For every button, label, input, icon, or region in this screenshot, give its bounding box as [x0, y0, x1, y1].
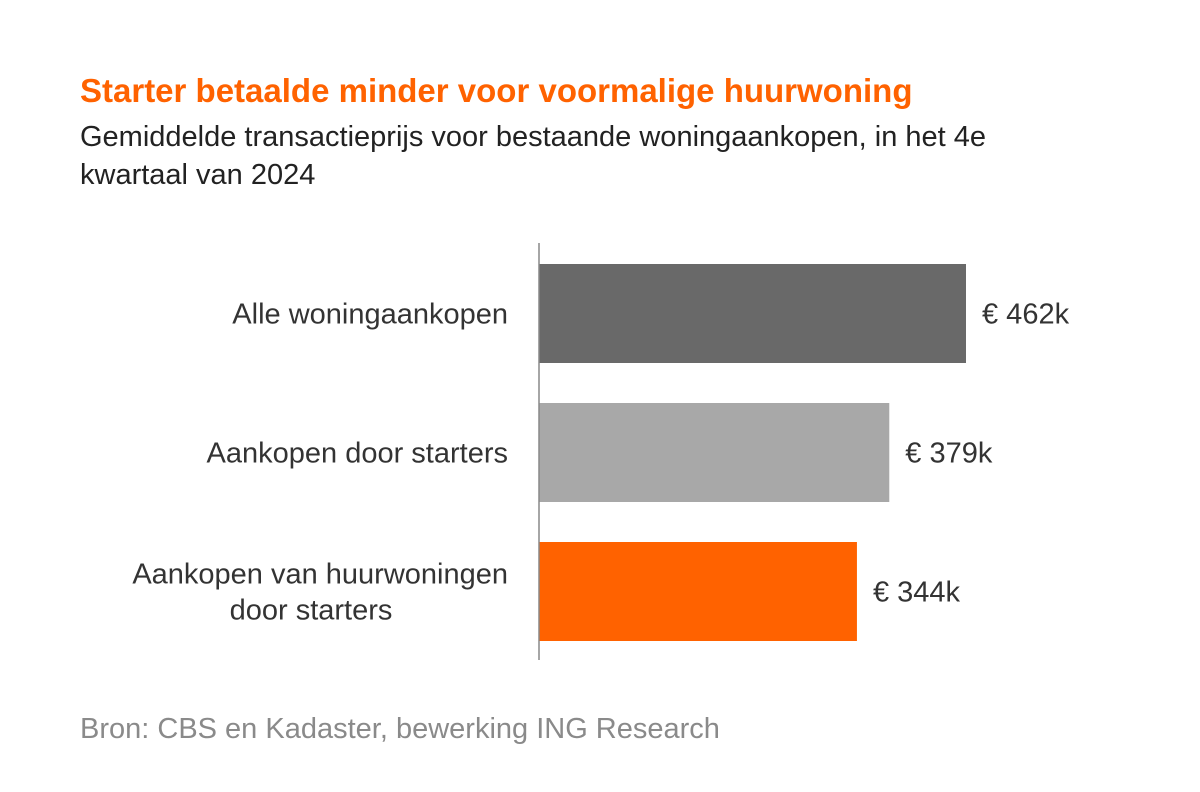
category-label-1: Alle woningaankopen [232, 299, 508, 331]
category-label-3: Aankopen van huurwoningen door starters [132, 559, 508, 627]
chart-subtitle: Gemiddelde transactieprijs voor bestaand… [80, 121, 987, 191]
bar-2 [539, 403, 890, 502]
category-label-2: Aankopen door starters [207, 438, 508, 470]
chart-title: Starter betaalde minder voor voormalige … [80, 72, 913, 109]
value-label-1: € 462k [982, 299, 1070, 331]
value-label-3: € 344k [873, 577, 961, 609]
bar-1 [539, 264, 966, 363]
value-label-2: € 379k [905, 438, 993, 470]
bar-3 [539, 542, 857, 641]
source-note: Bron: CBS en Kadaster, bewerking ING Res… [80, 713, 720, 745]
